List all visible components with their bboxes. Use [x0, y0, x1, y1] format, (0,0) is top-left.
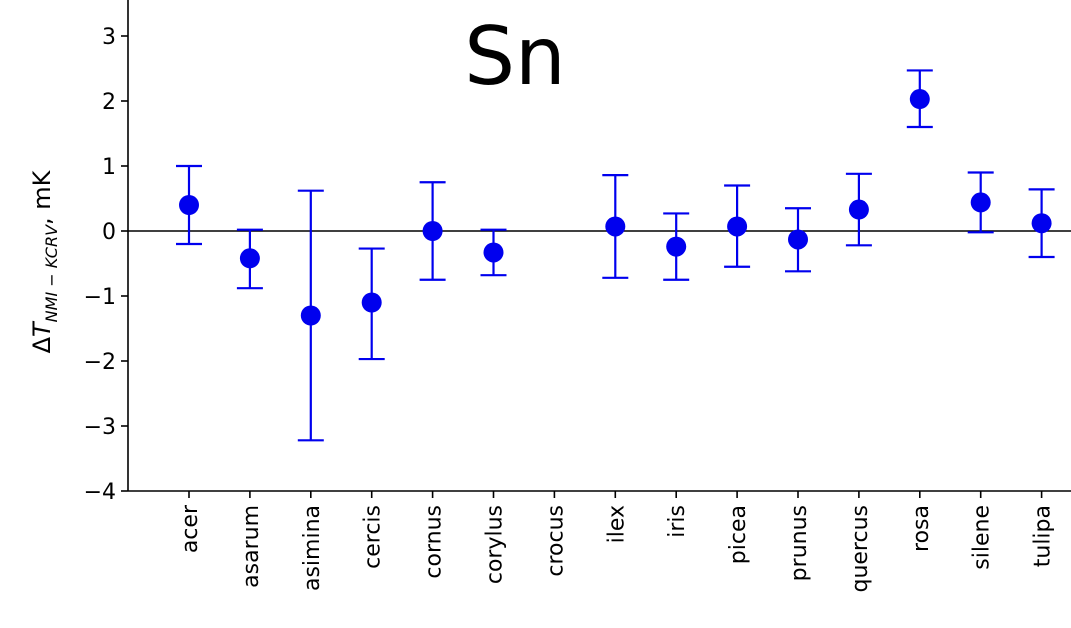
data-point	[788, 229, 808, 250]
x-tick-label: picea	[726, 505, 751, 564]
y-tick-label: −2	[84, 350, 116, 375]
data-point	[300, 305, 321, 326]
data-point	[970, 192, 991, 213]
x-tick-label: silene	[970, 505, 995, 570]
x-tick-label: asarum	[239, 505, 264, 588]
y-axis-label-symbol: T	[28, 320, 56, 337]
x-tick-label: asimina	[300, 505, 325, 591]
data-point	[179, 195, 199, 215]
y-axis-label-subscript: NMI − KCRV	[42, 224, 61, 322]
data-point	[483, 242, 504, 263]
plot-area: −4 −3 −2 −1 0 1 2 3 acer asarum asimina cercis cornu…	[84, 0, 1071, 593]
y-tick-label: −3	[84, 415, 116, 440]
x-tick-label: tulipa	[1031, 505, 1056, 567]
chart-title: Sn	[464, 10, 565, 103]
y-tick-label: 3	[102, 25, 116, 50]
x-tick-label: iris	[665, 505, 690, 538]
data-point	[605, 216, 626, 237]
x-tick-label: quercus	[848, 505, 873, 593]
data-point	[239, 248, 260, 269]
data-point	[666, 236, 687, 257]
y-tick-label: 1	[102, 155, 116, 180]
y-tick-label: −4	[84, 480, 116, 505]
data-point	[361, 292, 382, 313]
y-axis-label-unit: , mK	[28, 169, 56, 225]
data-point	[727, 216, 748, 237]
y-axis-label: ΔTNMI − KCRV, mK	[28, 169, 61, 353]
data-point	[848, 199, 869, 220]
x-tick-label: ilex	[604, 505, 629, 543]
y-tick-label: 0	[102, 220, 116, 245]
data-point	[1031, 213, 1052, 234]
y-axis-label-delta: Δ	[28, 336, 56, 353]
data-point	[909, 89, 930, 110]
data-point	[422, 221, 443, 241]
x-tick-label: cercis	[361, 505, 386, 569]
x-tick-label: cornus	[422, 505, 447, 579]
y-tick-label: −1	[84, 285, 116, 310]
x-tick-label: acer	[178, 504, 203, 553]
y-tick-label: 2	[102, 90, 116, 115]
x-tick-label: prunus	[787, 505, 812, 581]
x-tick-label: crocus	[543, 505, 568, 577]
x-tick-label: corylus	[483, 505, 508, 584]
x-tick-label: rosa	[909, 505, 934, 552]
